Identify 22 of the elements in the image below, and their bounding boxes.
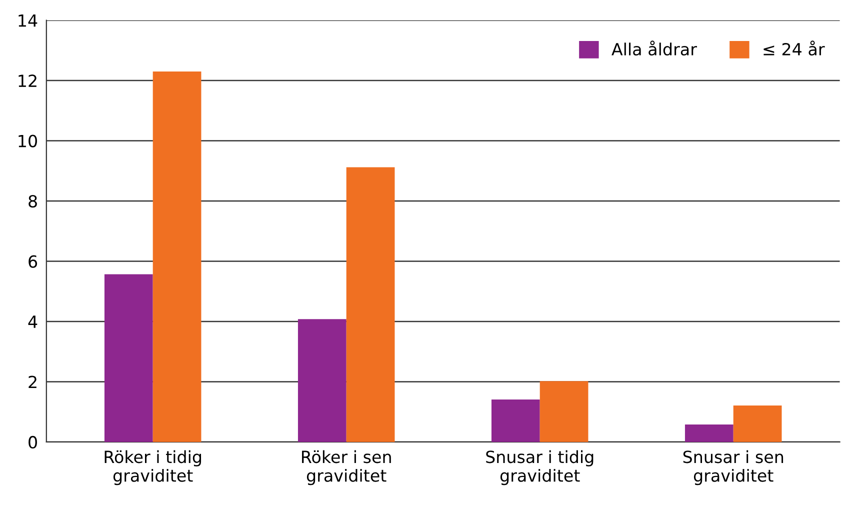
y-tick-label: 10 xyxy=(18,134,37,148)
x-tick-label: Snusar i tidig graviditet xyxy=(486,450,594,486)
bar xyxy=(152,72,202,442)
x-tick-label: Röker i tidig graviditet xyxy=(104,450,202,486)
bar xyxy=(684,424,734,442)
bar xyxy=(104,274,153,442)
y-tick-label: 12 xyxy=(18,74,36,87)
legend-label: ≤ 24 år xyxy=(764,40,825,56)
y-tick-label: 6 xyxy=(28,255,38,268)
bar xyxy=(491,399,540,442)
legend-label: Alla åldrar xyxy=(612,40,697,56)
bar xyxy=(540,381,588,442)
y-tick-label: 0 xyxy=(28,436,37,449)
x-tick-label: Röker i sen graviditet xyxy=(302,450,391,486)
y-tick-label: 4 xyxy=(28,316,38,328)
y-tick-label: 2 xyxy=(28,376,36,388)
bar xyxy=(298,319,346,442)
y-tick-label: 8 xyxy=(28,194,37,208)
bar xyxy=(346,167,395,442)
x-tick-label: Snusar i sen graviditet xyxy=(683,450,784,486)
bar xyxy=(733,406,782,442)
y-tick-label: 14 xyxy=(18,14,38,27)
